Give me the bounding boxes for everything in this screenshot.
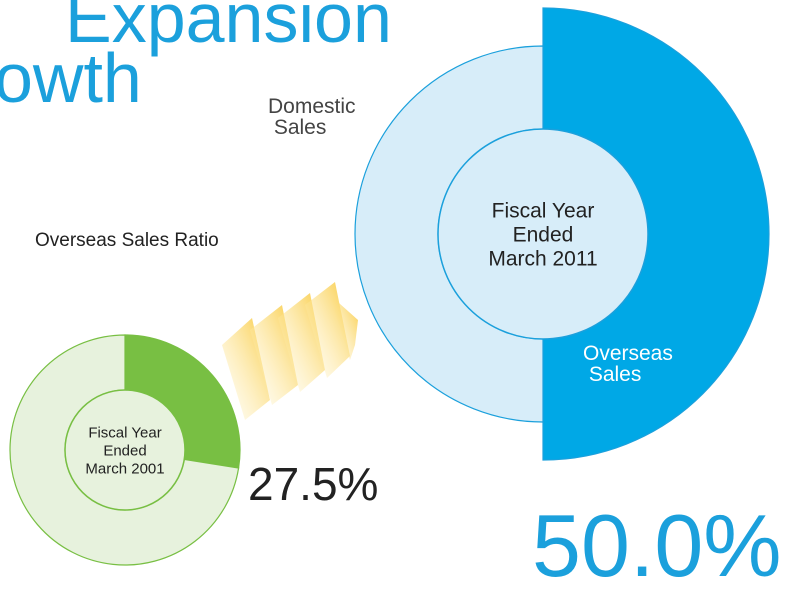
title-line: Expansion [65,0,392,57]
center-label: Ended [103,442,146,459]
title-line: owth [0,39,142,117]
rays [222,282,358,420]
category-label: Overseas Sales [583,342,673,386]
category-label-line: Domestic [268,95,356,118]
value-label: 50.0% [532,496,782,592]
center-label: Ended [513,223,574,246]
center-label: Fiscal Year [492,199,595,222]
center-label: March 2001 [85,460,164,477]
center-label: Fiscal Year [88,424,161,441]
value-label: 27.5% [248,458,378,510]
category-label-line: Overseas [583,342,673,365]
center-circle [437,128,649,340]
center-circle [64,389,186,511]
center-label: March 2011 [488,247,597,270]
category-label-line: Sales [268,116,326,139]
category-label-line: Sales [583,363,641,386]
category-label: Domestic Sales [268,95,356,139]
caption: Overseas Sales Ratio [35,230,219,251]
